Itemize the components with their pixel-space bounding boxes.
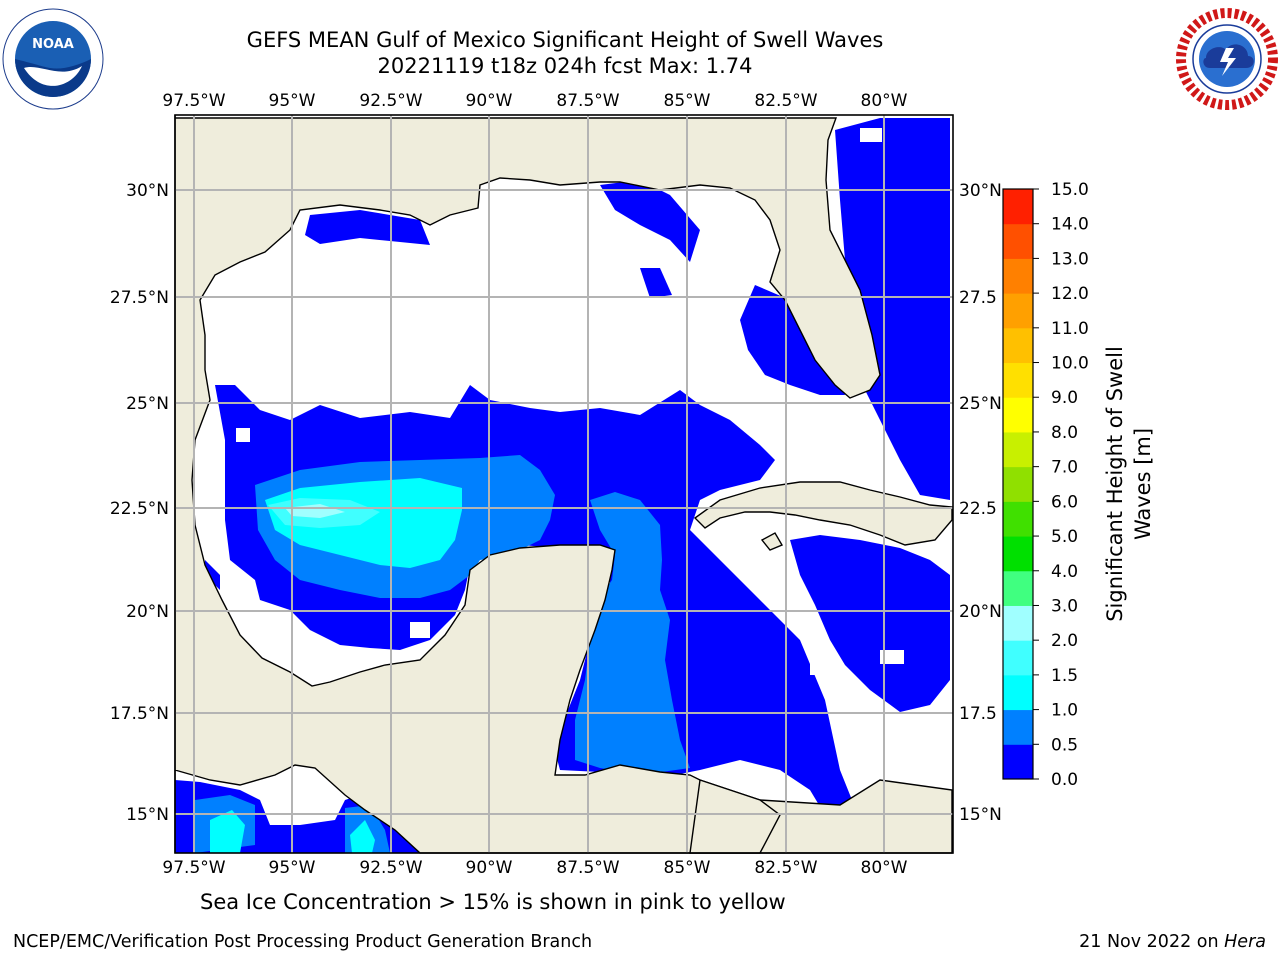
colorbar-label-line2: Waves [m] — [1131, 428, 1155, 540]
colorbar-swatch — [1003, 397, 1033, 433]
lon-label: 92.5°W — [359, 858, 422, 878]
noaa-logo: NOAA — [2, 8, 104, 110]
colorbar-swatches — [1003, 189, 1033, 780]
map-area — [174, 114, 954, 854]
colorbar-ticks: 0.0 0.5 1.0 1.5 2.0 3.0 4.0 5.0 6.0 7.0 8.0 9.0 10.0… — [1033, 180, 1089, 790]
colorbar-swatch — [1003, 674, 1033, 711]
lon-label: 97.5°W — [162, 858, 225, 878]
colorbar-tick-label: 4.0 — [1051, 562, 1078, 582]
colorbar-swatch — [1003, 258, 1033, 294]
colorbar-label: Significant Height of Swell Waves [m] — [1103, 346, 1155, 622]
lat-label: 30°N — [959, 181, 1002, 201]
colorbar-tick-label: 13.0 — [1051, 249, 1089, 269]
colorbar-tick-label: 0.5 — [1051, 735, 1078, 755]
colorbar-tick-label: 15.0 — [1051, 180, 1089, 200]
lat-label: 27.5°N — [110, 288, 169, 308]
noaa-logo-text: NOAA — [32, 37, 74, 52]
lat-label: 27.5 — [959, 288, 997, 308]
page-subtitle: 20221119 t18z 024h fcst Max: 1.74 — [377, 54, 753, 78]
lon-labels-bottom: 97.5°W 95°W 92.5°W 90°W 87.5°W 85°W 82.5… — [162, 858, 907, 878]
colorbar-swatch — [1003, 709, 1033, 745]
footer-branch: NCEP/EMC/Verification Post Processing Pr… — [13, 932, 593, 952]
colorbar-tick-label: 14.0 — [1051, 215, 1089, 235]
colorbar-tick-label: 9.0 — [1051, 388, 1078, 408]
calm-patches — [236, 128, 904, 701]
colorbar-tick-label: 0.0 — [1051, 770, 1078, 790]
lon-label: 82.5°W — [754, 858, 817, 878]
footer-date-text: 21 Nov 2022 on — [1079, 932, 1225, 952]
lon-label: 87.5°W — [556, 858, 619, 878]
nws-logo — [1176, 8, 1278, 110]
colorbar-swatch — [1003, 605, 1033, 641]
lat-labels-left: 30°N 27.5°N 25°N 22.5°N 20°N 17.5°N 15°N — [110, 181, 169, 825]
lat-label: 17.5°N — [110, 704, 169, 724]
colorbar-swatch — [1003, 189, 1033, 225]
lon-label: 85°W — [664, 858, 711, 878]
colorbar-swatch — [1003, 536, 1033, 572]
colorbar-label-line1: Significant Height of Swell — [1103, 346, 1127, 622]
lat-label: 30°N — [126, 181, 169, 201]
map-frame — [174, 114, 954, 854]
lon-label: 95°W — [269, 91, 316, 111]
lon-label: 90°W — [466, 858, 513, 878]
colorbar-tick-label: 8.0 — [1051, 423, 1078, 443]
colorbar-swatch — [1003, 223, 1033, 259]
colorbar-tick-label: 6.0 — [1051, 492, 1078, 512]
colorbar-swatch — [1003, 466, 1033, 502]
colorbar-swatch — [1003, 744, 1033, 780]
lon-label: 95°W — [269, 858, 316, 878]
colorbar-swatch — [1003, 362, 1033, 398]
colorbar-swatch — [1003, 327, 1033, 364]
colorbar-tick-label: 7.0 — [1051, 458, 1078, 478]
land — [174, 115, 953, 854]
lon-label: 85°W — [664, 91, 711, 111]
footer-date: 21 Nov 2022 on Hera — [1079, 932, 1266, 952]
lon-label: 80°W — [861, 858, 908, 878]
lon-label: 82.5°W — [754, 91, 817, 111]
colorbar-tick-label: 1.0 — [1051, 701, 1078, 721]
sea-ice-note: Sea Ice Concentration > 15% is shown in … — [200, 890, 786, 914]
footer-host: Hera — [1224, 932, 1266, 952]
colorbar-tick-label: 10.0 — [1051, 354, 1089, 374]
colorbar-swatch — [1003, 293, 1033, 329]
lat-label: 15°N — [959, 805, 1002, 825]
colorbar-frame — [1002, 188, 1034, 780]
lat-label: 25°N — [959, 394, 1002, 414]
colorbar-tick-label: 12.0 — [1051, 284, 1089, 304]
lat-label: 22.5°N — [110, 499, 169, 519]
lon-labels-top: 97.5°W 95°W 92.5°W 90°W 87.5°W 85°W 82.5… — [162, 91, 907, 111]
graticule — [175, 115, 953, 853]
lat-label: 15°N — [126, 805, 169, 825]
lat-label: 20°N — [126, 602, 169, 622]
lat-label: 20°N — [959, 602, 1002, 622]
lat-label: 25°N — [126, 394, 169, 414]
colorbar: 0.0 0.5 1.0 1.5 2.0 3.0 4.0 5.0 6.0 7.0 8.0 9.0 10.0… — [1002, 180, 1089, 790]
colorbar-tick-label: 2.0 — [1051, 631, 1078, 651]
colorbar-tick-label: 3.0 — [1051, 596, 1078, 616]
lon-label: 90°W — [466, 91, 513, 111]
colorbar-swatch — [1003, 501, 1033, 537]
lat-label: 17.5 — [959, 704, 997, 724]
lon-label: 92.5°W — [359, 91, 422, 111]
lat-labels-right: 30°N 27.5 25°N 22.5 20°N 17.5 15°N — [959, 181, 1002, 825]
lat-label: 22.5 — [959, 499, 997, 519]
colorbar-swatch — [1003, 570, 1033, 606]
lon-label: 87.5°W — [556, 91, 619, 111]
colorbar-swatch — [1003, 431, 1033, 468]
lon-label: 80°W — [861, 91, 908, 111]
page-title: GEFS MEAN Gulf of Mexico Significant Hei… — [246, 28, 884, 52]
colorbar-tick-label: 11.0 — [1051, 319, 1089, 339]
colorbar-swatch — [1003, 640, 1033, 676]
lon-label: 97.5°W — [162, 91, 225, 111]
colorbar-tick-label: 5.0 — [1051, 527, 1078, 547]
colorbar-tick-label: 1.5 — [1051, 666, 1078, 686]
